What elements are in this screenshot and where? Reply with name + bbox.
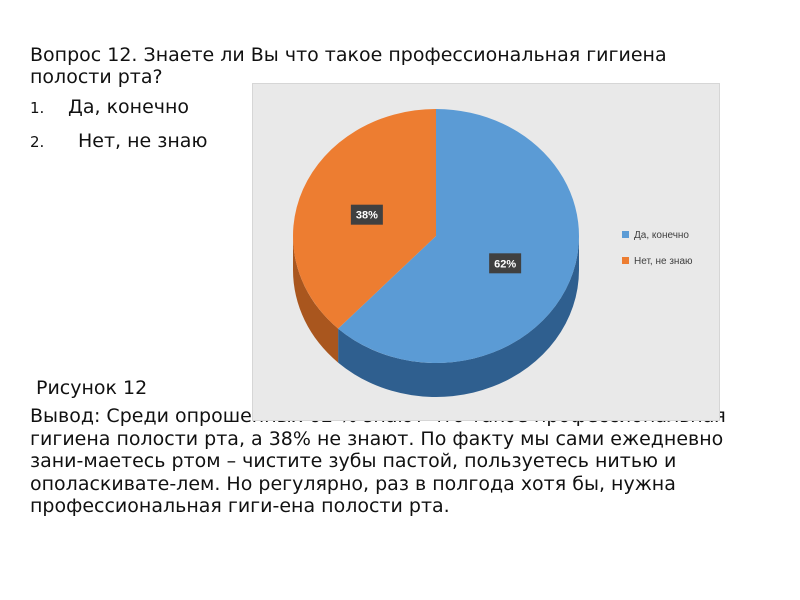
pie-chart-container: 62% 38% Да, конечно Нет, не знаю (252, 83, 720, 421)
figure-caption: Рисунок 12 (36, 377, 148, 399)
legend-swatch-2 (622, 257, 629, 264)
pie-slice-side-1 (338, 236, 579, 397)
chart-legend: Да, конечно Нет, не знаю (622, 230, 693, 267)
pie-chart: 62% 38% Да, конечно Нет, не знаю (293, 109, 693, 397)
legend-label-2: Нет, не знаю (634, 256, 693, 267)
option-number: 1. (30, 99, 45, 117)
data-label-1: 62% (489, 253, 522, 274)
conclusion-text: Вывод: Среди опрошенных 62 % знают что т… (30, 405, 726, 517)
data-label-text: 62% (494, 258, 516, 270)
data-label-text: 38% (356, 210, 378, 222)
pie-slice-1 (338, 109, 579, 363)
option-number: 2. (30, 133, 45, 151)
legend-swatch-1 (622, 231, 629, 238)
option-label: Да, конечно (68, 96, 190, 118)
data-label-2: 38% (350, 204, 383, 225)
question-text: Вопрос 12. Знаете ли Вы что такое профес… (30, 44, 667, 88)
pie-slice-side-2 (293, 236, 339, 363)
legend-label-1: Да, конечно (634, 230, 689, 241)
option-label: Нет, не знаю (78, 130, 208, 152)
